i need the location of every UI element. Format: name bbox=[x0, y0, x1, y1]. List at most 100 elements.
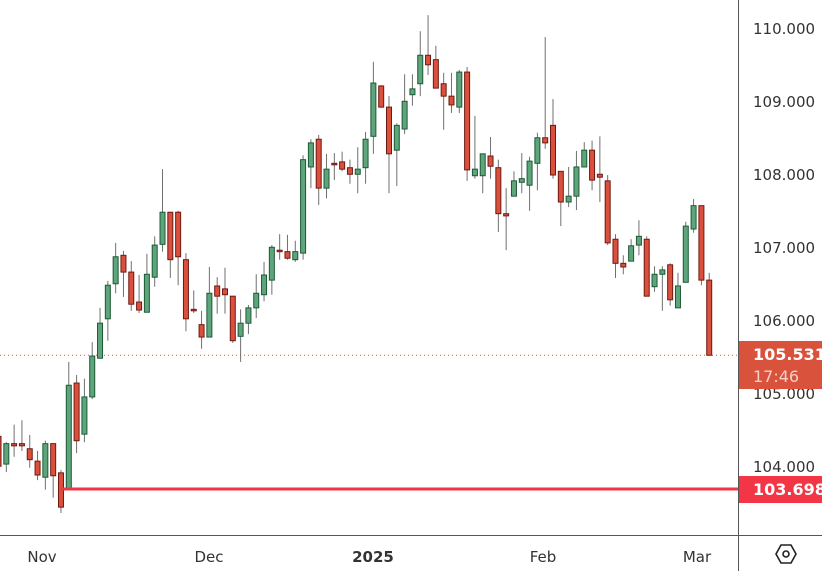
candle-down bbox=[706, 279, 713, 356]
candle-down bbox=[604, 180, 611, 244]
candle-down bbox=[182, 259, 189, 320]
candle-up bbox=[674, 285, 681, 309]
candle-up bbox=[510, 180, 517, 197]
candle-down bbox=[315, 138, 322, 189]
price-axis[interactable]: 110.000 109.000 108.000 107.000 106.000 … bbox=[738, 0, 822, 535]
candle-down bbox=[331, 162, 338, 166]
price-chart[interactable] bbox=[0, 0, 738, 535]
candle-down bbox=[128, 271, 135, 305]
candle-down bbox=[276, 249, 283, 253]
candle-down bbox=[50, 443, 57, 477]
candle-down bbox=[503, 213, 510, 217]
level-price-badge: 103.698 bbox=[739, 476, 822, 503]
candle-up bbox=[581, 149, 588, 168]
candle-down bbox=[136, 301, 143, 311]
candle-down bbox=[221, 288, 228, 296]
candle-up bbox=[682, 225, 689, 283]
candle-down bbox=[550, 124, 557, 176]
candle-up bbox=[97, 322, 104, 359]
candle-up bbox=[323, 168, 330, 189]
candle-up bbox=[3, 443, 10, 465]
candle-up bbox=[370, 82, 377, 137]
bar-countdown: 17:46 bbox=[753, 367, 800, 386]
candle-up bbox=[104, 284, 111, 320]
candle-up bbox=[417, 54, 424, 85]
candle-down bbox=[73, 382, 80, 442]
candle-up bbox=[534, 137, 541, 164]
candle-down bbox=[432, 59, 439, 89]
price-tick: 104.000 bbox=[753, 458, 816, 476]
time-tick: 2025 bbox=[352, 548, 394, 566]
candle-up bbox=[393, 124, 400, 151]
candle-up bbox=[456, 71, 463, 108]
candle-down bbox=[378, 85, 385, 108]
price-tick: 108.000 bbox=[753, 166, 816, 184]
candle-up bbox=[409, 88, 416, 96]
candle-down bbox=[667, 264, 674, 301]
candle-up bbox=[479, 153, 486, 177]
candle-up bbox=[143, 273, 150, 313]
candle-up bbox=[307, 142, 314, 168]
candle-up bbox=[245, 307, 252, 324]
time-tick: Feb bbox=[529, 548, 557, 566]
candle-up bbox=[362, 138, 369, 169]
candle-down bbox=[495, 167, 502, 215]
candle-down bbox=[284, 251, 291, 259]
candle-down bbox=[0, 435, 2, 467]
candle-up bbox=[112, 256, 119, 285]
candle-down bbox=[214, 285, 221, 297]
candle-down bbox=[425, 54, 432, 66]
candle-up bbox=[690, 205, 697, 230]
candle-up bbox=[635, 235, 642, 246]
candle-up bbox=[253, 292, 260, 309]
price-tick: 105.000 bbox=[753, 385, 816, 403]
candle-down bbox=[542, 137, 549, 144]
candle-down bbox=[698, 205, 705, 281]
price-tick: 109.000 bbox=[753, 93, 816, 111]
candle-down bbox=[198, 324, 205, 338]
candle-up bbox=[237, 322, 244, 337]
time-tick: Mar bbox=[682, 548, 712, 566]
candle-up bbox=[300, 159, 307, 254]
candle-down bbox=[190, 308, 197, 312]
candle-down bbox=[643, 238, 650, 297]
candle-up bbox=[573, 166, 580, 197]
candle-down bbox=[440, 83, 447, 97]
candle-up bbox=[471, 168, 478, 177]
candle-down bbox=[612, 238, 619, 264]
candle-up bbox=[268, 246, 275, 281]
candle-down bbox=[339, 161, 346, 170]
time-axis[interactable]: Nov Dec 2025 Feb Mar bbox=[0, 535, 738, 571]
candle-up bbox=[65, 384, 72, 490]
candle-down bbox=[448, 95, 455, 106]
time-tick: Nov bbox=[27, 548, 57, 566]
last-price-value: 105.531 bbox=[753, 345, 822, 364]
candle-up bbox=[401, 100, 408, 130]
candle-down bbox=[596, 173, 603, 178]
candle-up bbox=[151, 244, 158, 278]
candle-down bbox=[229, 295, 236, 342]
axis-corner bbox=[738, 535, 822, 571]
candle-up bbox=[261, 274, 268, 296]
last-price-badge: 105.531 17:46 bbox=[739, 341, 822, 389]
candle-up bbox=[565, 195, 572, 203]
candle-up bbox=[628, 245, 635, 262]
price-tick: 106.000 bbox=[753, 312, 816, 330]
candle-up bbox=[518, 178, 525, 183]
candle-up bbox=[651, 273, 658, 288]
price-tick: 110.000 bbox=[753, 20, 816, 38]
candle-down bbox=[175, 211, 182, 258]
candle-down bbox=[589, 149, 596, 181]
candle-down bbox=[167, 211, 174, 261]
candle-up bbox=[659, 269, 666, 275]
time-tick: Dec bbox=[194, 548, 224, 566]
candle-up bbox=[89, 355, 96, 398]
candle-down bbox=[557, 170, 564, 203]
candle-up bbox=[206, 292, 213, 338]
settings-icon[interactable] bbox=[775, 544, 797, 564]
candle-down bbox=[464, 71, 471, 171]
candle-down bbox=[346, 167, 353, 175]
candle-up bbox=[42, 443, 49, 478]
candle-down bbox=[11, 443, 18, 447]
candle-down bbox=[487, 155, 494, 167]
